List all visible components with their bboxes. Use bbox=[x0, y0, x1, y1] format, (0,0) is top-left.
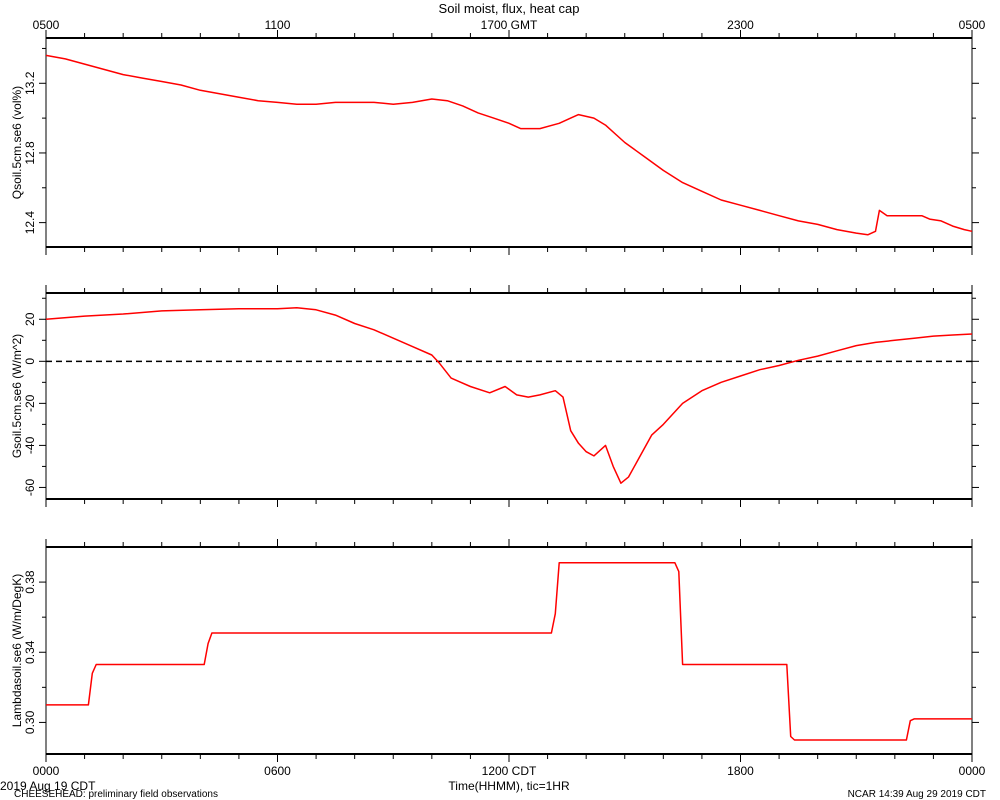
footer-stamp: NCAR 14:39 Aug 29 2019 CDT bbox=[847, 789, 986, 800]
top-axis-tick-label: 2300 bbox=[727, 18, 754, 32]
x-axis-tick-label: 0600 bbox=[264, 764, 291, 778]
series-line bbox=[45, 306, 973, 484]
top-axis-tick-label: 1700 GMT bbox=[481, 18, 538, 32]
footer-project: CHEESEHEAD: preliminary field observatio… bbox=[14, 789, 218, 800]
y-tick-label: -40 bbox=[23, 436, 37, 454]
panel-frame bbox=[45, 546, 973, 755]
y-tick-label: 0 bbox=[23, 358, 37, 365]
series-line bbox=[46, 562, 972, 741]
y-tick-label: -60 bbox=[23, 478, 37, 496]
y-tick-label: 20 bbox=[23, 312, 37, 326]
x-axis-tick-label: 0000 bbox=[959, 764, 986, 778]
top-axis-tick-label: 0500 bbox=[959, 18, 986, 32]
y-axis-title: Qsoil.5cm.se6 (vol%) bbox=[10, 86, 24, 199]
x-axis-title: Time(HHMM), tic=1HR bbox=[448, 779, 570, 793]
x-axis-tick-label: 0000 bbox=[33, 764, 60, 778]
y-tick-label: 13.2 bbox=[23, 71, 37, 95]
chart-title: Soil moist, flux, heat cap bbox=[439, 1, 580, 16]
y-tick-label: 0.30 bbox=[23, 710, 37, 734]
top-axis-tick-label: 1100 bbox=[265, 18, 291, 32]
series-line bbox=[45, 54, 973, 236]
y-tick-label: 0.34 bbox=[23, 640, 37, 664]
y-tick-label: 0.38 bbox=[23, 570, 37, 594]
y-tick-label: 12.8 bbox=[23, 141, 37, 165]
panel-frame bbox=[45, 292, 973, 500]
top-axis-tick-label: 0500 bbox=[33, 18, 60, 32]
panel-frame bbox=[45, 37, 973, 248]
x-axis-tick-label: 1800 bbox=[727, 764, 754, 778]
y-axis-title: Gsoil.5cm.se6 (W/m^2) bbox=[10, 334, 24, 458]
x-axis-tick-label: 1200 CDT bbox=[482, 764, 537, 778]
footer-date: 2019 Aug 19 CDT bbox=[0, 779, 96, 793]
y-tick-label: -20 bbox=[23, 394, 37, 412]
y-tick-label: 12.4 bbox=[23, 211, 37, 235]
y-axis-title: Lambdasoil.se6 (W/m/DegK) bbox=[10, 574, 24, 727]
